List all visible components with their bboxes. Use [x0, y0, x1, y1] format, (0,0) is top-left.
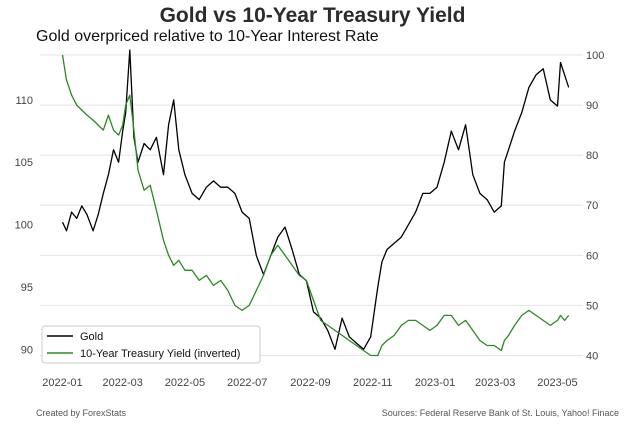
y-right-tick-label: 50: [586, 300, 598, 312]
series-layer: [61, 49, 570, 357]
x-tick-label: 2022-07: [227, 377, 267, 389]
y-left-tick-label: 100: [15, 220, 33, 232]
credit-note: Created by ForexStats: [36, 408, 127, 418]
y-left-tick-label: 90: [21, 344, 33, 356]
x-tick-label: 2022-11: [353, 377, 393, 389]
y-left-tick-label: 110: [15, 95, 33, 107]
y-left-tick-label: 105: [15, 157, 33, 169]
y-left-tick-label: 95: [21, 282, 33, 294]
x-tick-label: 2022-03: [102, 377, 142, 389]
chart-subtitle: Gold overpriced relative to 10-Year Inte…: [36, 28, 379, 45]
source-note: Sources: Federal Reserve Bank of St. Lou…: [381, 408, 619, 418]
x-tick-label: 2022-09: [290, 377, 330, 389]
y-right-tick-label: 80: [586, 150, 598, 162]
x-tick-label: 2023-05: [537, 377, 577, 389]
x-tick-label: 2023-01: [415, 377, 455, 389]
y-right-tick-label: 100: [586, 50, 604, 62]
x-tick-label: 2022-01: [42, 377, 82, 389]
legend-box: [41, 325, 261, 364]
series-line-treasury: [61, 54, 570, 357]
axis-layer: 40 50 60 70 80 90 100 90 95 100 105 110 2022-01 2022-…: [15, 50, 605, 389]
chart-title: Gold vs 10-Year Treasury Yield: [159, 4, 466, 27]
y-right-tick-label: 90: [586, 100, 598, 112]
y-right-tick-label: 60: [586, 250, 598, 262]
x-tick-label: 2022-05: [165, 377, 205, 389]
y-right-tick-label: 70: [586, 200, 598, 212]
legend-label-treasury: 10-Year Treasury Yield (inverted): [80, 348, 240, 360]
legend-label-gold: Gold: [80, 331, 103, 343]
x-tick-label: 2023-03: [475, 377, 515, 389]
legend: Gold 10-Year Treasury Yield (inverted): [41, 325, 261, 364]
y-right-tick-label: 40: [586, 350, 598, 362]
